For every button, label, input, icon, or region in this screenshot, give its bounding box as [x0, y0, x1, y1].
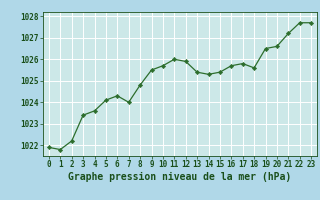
X-axis label: Graphe pression niveau de la mer (hPa): Graphe pression niveau de la mer (hPa): [68, 172, 292, 182]
